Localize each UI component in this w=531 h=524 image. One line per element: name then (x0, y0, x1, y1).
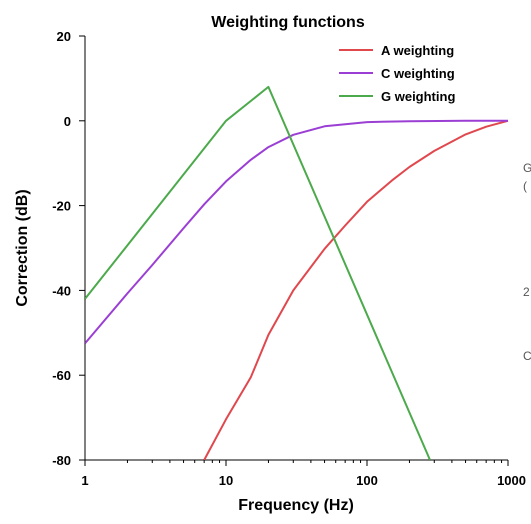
y-tick-label: 0 (64, 114, 71, 129)
edge-fragment: G (523, 161, 531, 175)
y-axis-ticks: -80 -60 -40 -20 0 20 (52, 29, 85, 468)
legend-label-a-weighting: A weighting (381, 43, 454, 58)
a-weighting-line (203, 119, 509, 460)
edge-fragment: C (523, 349, 531, 363)
plot-frame (84, 36, 508, 461)
g-weighting-line (85, 85, 431, 460)
x-tick-label: 1 (81, 473, 88, 488)
x-axis-ticks: 1 10 100 1000 (81, 460, 526, 488)
chart-title: Weighting functions (211, 14, 365, 31)
y-tick-label: -80 (52, 453, 71, 468)
y-tick-label: -60 (52, 368, 71, 383)
legend-label-c-weighting: C weighting (381, 66, 455, 81)
series-lines (85, 85, 509, 460)
x-tick-label: 100 (356, 473, 378, 488)
legend: A weighting C weighting G weighting (333, 38, 509, 114)
edge-fragment: 2 (523, 285, 530, 299)
y-tick-label: -20 (52, 199, 71, 214)
y-tick-label: -40 (52, 283, 71, 298)
y-tick-label: 20 (57, 29, 71, 44)
x-tick-label: 10 (219, 473, 233, 488)
clipped-edge-text: G ( 2 C (523, 161, 531, 363)
legend-label-g-weighting: G weighting (381, 89, 455, 104)
x-tick-label: 1000 (497, 473, 526, 488)
edge-fragment: ( (523, 179, 527, 193)
x-axis-title: Frequency (Hz) (238, 497, 354, 514)
c-weighting-line (85, 119, 508, 345)
y-axis-title: Correction (dB) (14, 189, 31, 306)
